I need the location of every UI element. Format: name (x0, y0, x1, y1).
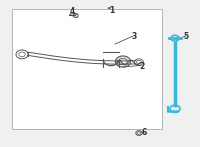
Text: 5: 5 (183, 32, 189, 41)
Text: 4: 4 (69, 7, 75, 16)
Text: 2: 2 (139, 62, 145, 71)
Bar (12, 9, 162, 129)
Text: 6: 6 (141, 128, 147, 137)
Text: 3: 3 (131, 32, 137, 41)
Text: 1: 1 (109, 6, 115, 15)
